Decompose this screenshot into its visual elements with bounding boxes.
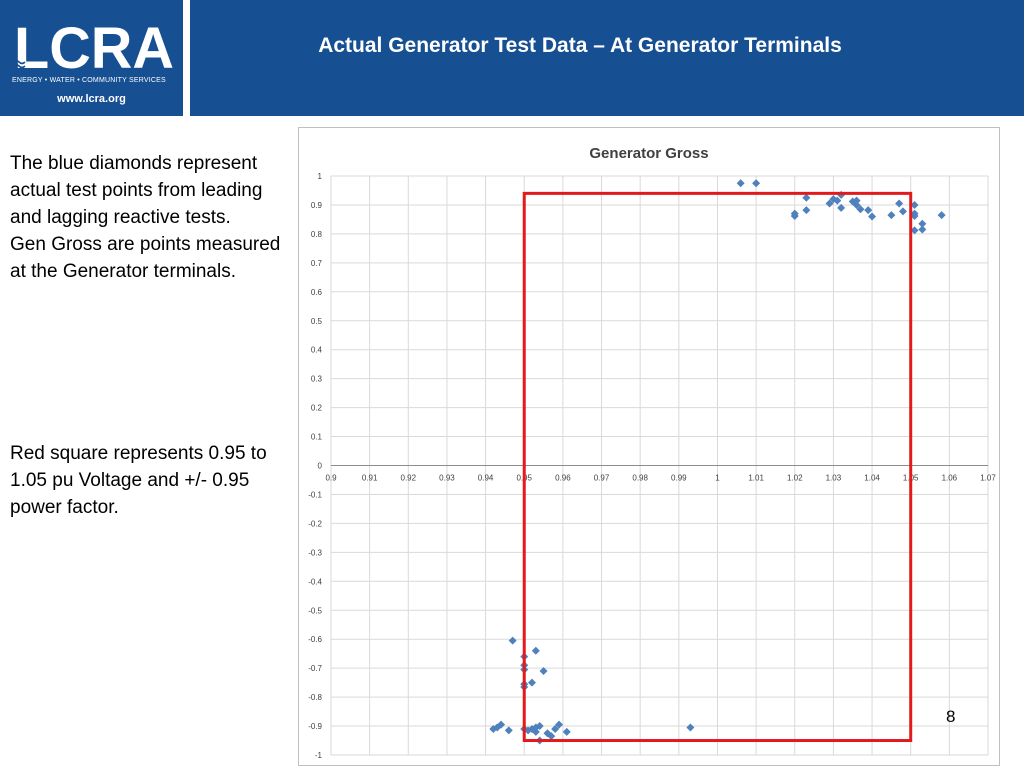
x-tick-label: 1.07 — [980, 474, 996, 483]
x-tick-label: 0.9 — [325, 474, 337, 483]
y-tick-label: 0 — [318, 462, 323, 471]
slide-title: Actual Generator Test Data – At Generato… — [318, 34, 842, 57]
data-point — [887, 211, 896, 220]
red-square-note: Red square represents 0.95 to 1.05 pu Vo… — [10, 443, 267, 518]
x-tick-label: 1.06 — [942, 474, 958, 483]
generator-gross-chart: Generator Gross 1 0.9 0.8 0.7 0.6 0.5 0.4 0.3 0.… — [308, 145, 996, 760]
y-tick-label: -0.6 — [308, 635, 322, 644]
y-tick-label: -0.1 — [308, 490, 322, 499]
x-tick-label: 0.98 — [632, 474, 648, 483]
x-tick-label: 1.03 — [826, 474, 842, 483]
data-point — [802, 206, 811, 215]
data-point — [868, 212, 877, 221]
x-tick-label: 0.97 — [594, 474, 610, 483]
data-point — [497, 720, 506, 729]
data-point — [535, 722, 544, 731]
logo-panel: LCRA ENERGY • WATER • COMMUNITY SERVICES… — [0, 0, 183, 116]
data-point — [898, 207, 907, 216]
x-tick-label: 0.96 — [555, 474, 571, 483]
data-point — [852, 196, 861, 205]
data-point — [937, 211, 946, 220]
logo-tagline: ENERGY • WATER • COMMUNITY SERVICES — [12, 77, 166, 84]
data-point — [504, 726, 513, 735]
y-tick-label: 0.1 — [311, 433, 323, 442]
y-tick-label: -0.7 — [308, 664, 322, 673]
x-tick-label: 1.01 — [748, 474, 764, 483]
data-point — [547, 732, 556, 741]
data-point — [852, 200, 861, 209]
chart-title: Generator Gross — [589, 145, 708, 162]
data-point — [910, 211, 919, 220]
data-point — [825, 199, 834, 208]
data-point — [837, 203, 846, 212]
data-point — [895, 199, 904, 208]
logo-divider — [183, 0, 190, 116]
data-point — [856, 205, 865, 214]
lcra-logo: LCRA — [12, 22, 174, 74]
data-point — [864, 206, 873, 215]
data-point — [910, 226, 919, 235]
data-point — [562, 727, 571, 736]
x-tick-label: 0.93 — [439, 474, 455, 483]
x-tick-label: 1 — [715, 474, 720, 483]
y-tick-label: 1 — [318, 172, 323, 181]
page-number: 8 — [946, 707, 956, 726]
y-tick-label: -0.8 — [308, 693, 322, 702]
description-line-2: Gen Gross are points measured at the Gen… — [10, 234, 281, 282]
data-point — [527, 678, 536, 687]
data-point — [736, 179, 745, 188]
x-tick-label: 0.91 — [362, 474, 378, 483]
data-point — [539, 667, 548, 676]
x-tick-label: 0.94 — [478, 474, 494, 483]
y-tick-label: 0.9 — [311, 201, 323, 210]
y-tick-label: 0.8 — [311, 230, 323, 239]
data-point — [555, 720, 564, 729]
data-point — [790, 211, 799, 220]
data-point — [493, 723, 502, 732]
y-tick-label: -0.3 — [308, 548, 322, 557]
website-url[interactable]: www.lcra.org — [57, 93, 126, 105]
description-text: The blue diamonds represent actual test … — [10, 150, 295, 285]
chart-frame: Generator Gross 1 0.9 0.8 0.7 0.6 0.5 0.4 0.3 0.… — [298, 127, 1000, 766]
data-point — [918, 219, 927, 228]
operating-range-rectangle — [522, 191, 913, 743]
y-tick-label: 0.7 — [311, 259, 323, 268]
legend-explanation-text: Red square represents 0.95 to 1.05 pu Vo… — [10, 440, 295, 521]
data-point — [910, 200, 919, 209]
x-tick-label: 0.92 — [401, 474, 417, 483]
header-bar: LCRA ENERGY • WATER • COMMUNITY SERVICES… — [0, 0, 1024, 116]
y-tick-label: 0.6 — [311, 288, 323, 297]
data-point — [531, 646, 540, 655]
y-tick-label: -1 — [315, 751, 323, 760]
y-tick-label: 0.4 — [311, 346, 323, 355]
data-point — [918, 225, 927, 234]
data-point — [508, 636, 517, 645]
x-tick-label: 0.99 — [671, 474, 687, 483]
y-tick-label: 0.5 — [311, 317, 323, 326]
y-tick-label: 0.2 — [311, 404, 323, 413]
data-point — [551, 724, 560, 733]
description-line-1: The blue diamonds represent actual test … — [10, 153, 263, 228]
data-point — [833, 196, 842, 205]
data-point — [802, 193, 811, 202]
y-tick-label: -0.4 — [308, 577, 322, 586]
logo-wordmark: LCRA — [14, 22, 174, 74]
y-tick-label: -0.9 — [308, 722, 322, 731]
data-point — [686, 723, 695, 732]
data-point — [752, 179, 761, 188]
y-tick-label: 0.3 — [311, 375, 323, 384]
x-tick-label: 1.04 — [864, 474, 880, 483]
data-point — [531, 727, 540, 736]
x-tick-label: 1.02 — [787, 474, 803, 483]
y-tick-label: -0.5 — [308, 606, 322, 615]
data-point — [527, 724, 536, 733]
y-tick-label: -0.2 — [308, 519, 322, 528]
